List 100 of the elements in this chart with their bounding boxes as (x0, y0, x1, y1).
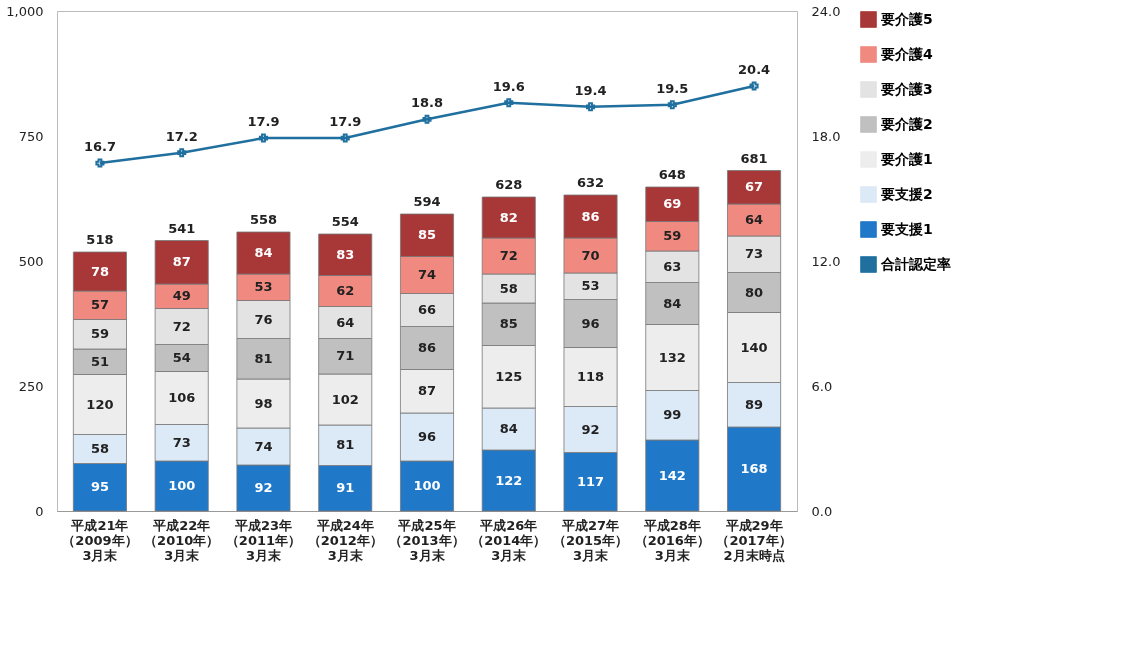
data-label: 84 (663, 295, 682, 311)
x-tick-label: 平成21年（2009年）3月末 (62, 517, 138, 563)
data-label: 49 (172, 288, 191, 304)
data-label: 100 (413, 478, 441, 493)
data-label: 120 (86, 396, 114, 412)
data-label: 53 (581, 278, 600, 294)
data-label: 74 (254, 438, 273, 454)
data-label: 82 (499, 209, 518, 225)
data-label: 85 (499, 316, 518, 332)
data-label: 89 (745, 396, 764, 412)
data-label: 64 (745, 212, 764, 227)
data-label: 16.7 (83, 139, 116, 155)
data-label: 98 (254, 395, 273, 411)
data-label: 81 (336, 437, 355, 453)
data-label: 58 (499, 280, 518, 296)
total-label: 681 (740, 150, 768, 166)
data-label: 64 (336, 314, 355, 330)
x-tick-label: 平成28年（2016年）3月末 (634, 517, 710, 563)
data-label: 95 (90, 479, 109, 495)
data-label: 125 (495, 368, 523, 384)
data-label: 18.8 (410, 95, 444, 111)
data-label: 57 (90, 297, 109, 313)
point (504, 98, 514, 108)
data-label: 86 (581, 208, 600, 224)
data-label: 53 (254, 279, 273, 295)
data-label: 71 (336, 348, 355, 364)
total-label: 558 (249, 212, 278, 227)
data-label: 59 (90, 326, 109, 342)
data-label: 96 (417, 429, 437, 444)
x-tick-label: 平成26年（2014年）3月末 (471, 517, 547, 563)
total-label: 628 (495, 177, 523, 192)
data-label: 84 (499, 421, 518, 436)
data-label: 66 (417, 302, 437, 317)
data-label: 73 (745, 246, 764, 262)
point (340, 133, 350, 143)
y-tick-label: 500 (18, 253, 44, 269)
data-label: 72 (172, 318, 191, 334)
total-label: 541 (168, 220, 196, 236)
total-label: 594 (413, 194, 441, 209)
y-tick-label: 0 (35, 503, 44, 519)
x-tick-label: 平成29年（2017年）2月末時点 (716, 517, 792, 563)
data-label: 74 (417, 267, 437, 282)
total-label: 554 (331, 214, 359, 229)
data-label: 80 (745, 284, 764, 300)
data-label: 59 (663, 228, 682, 244)
x-tick-label: 平成25年（2013年）3月末 (389, 517, 465, 563)
legend-label: 要介護3 (880, 80, 933, 97)
legend-label: 要介護2 (880, 115, 933, 132)
y-tick-label: 750 (18, 128, 44, 144)
data-label: 117 (576, 473, 605, 489)
total-label: 632 (576, 175, 605, 190)
data-label: 84 (254, 245, 273, 260)
data-label: 17.9 (247, 114, 280, 130)
y2-tick-label: 0.0 (811, 503, 833, 519)
data-label: 87 (172, 254, 191, 270)
data-label: 17.2 (165, 128, 198, 144)
data-label: 19.5 (656, 80, 689, 96)
data-label: 73 (172, 434, 191, 450)
data-label: 58 (90, 441, 109, 456)
data-label: 19.6 (492, 78, 525, 94)
data-label: 85 (417, 227, 437, 243)
data-label: 122 (495, 472, 523, 488)
y2-tick-label: 24.0 (811, 3, 841, 19)
data-label: 69 (663, 196, 682, 212)
total-label: 648 (658, 167, 686, 182)
x-tick-label: 平成23年（2011年）3月末 (225, 517, 302, 563)
x-tick-label: 平成27年（2015年）3月末 (552, 517, 629, 563)
data-label: 100 (168, 478, 196, 493)
point (586, 102, 596, 112)
legend-label: 要介護4 (880, 45, 933, 62)
point (667, 100, 677, 110)
data-label: 51 (90, 353, 109, 369)
data-label: 78 (90, 263, 109, 279)
point (422, 114, 432, 124)
data-label: 92 (254, 480, 273, 495)
point (749, 81, 759, 91)
point (258, 133, 268, 143)
data-label: 63 (663, 258, 682, 274)
data-label: 106 (168, 390, 196, 405)
y2-tick-label: 18.0 (811, 128, 841, 144)
data-label: 83 (336, 246, 355, 262)
data-label: 92 (581, 421, 600, 437)
legend-label: 合計認定率 (880, 255, 951, 272)
data-label: 20.4 (738, 62, 771, 77)
data-label: 140 (740, 339, 768, 355)
x-tick-label: 平成24年（2012年）3月末 (307, 517, 383, 563)
legend-label: 要支援2 (880, 185, 933, 202)
data-label: 76 (254, 311, 273, 327)
data-label: 19.4 (574, 82, 607, 98)
point (95, 158, 105, 168)
point (177, 148, 187, 158)
data-label: 142 (658, 467, 686, 483)
y2-tick-label: 12.0 (811, 253, 841, 269)
x-tick-label: 平成22年（2010年）3月末 (144, 517, 220, 563)
data-label: 54 (172, 350, 191, 365)
data-label: 132 (658, 349, 686, 365)
data-label: 67 (745, 179, 764, 195)
data-label: 70 (581, 247, 600, 263)
legend-label: 要支援1 (880, 220, 933, 237)
y-tick-label: 1,000 (6, 3, 44, 19)
